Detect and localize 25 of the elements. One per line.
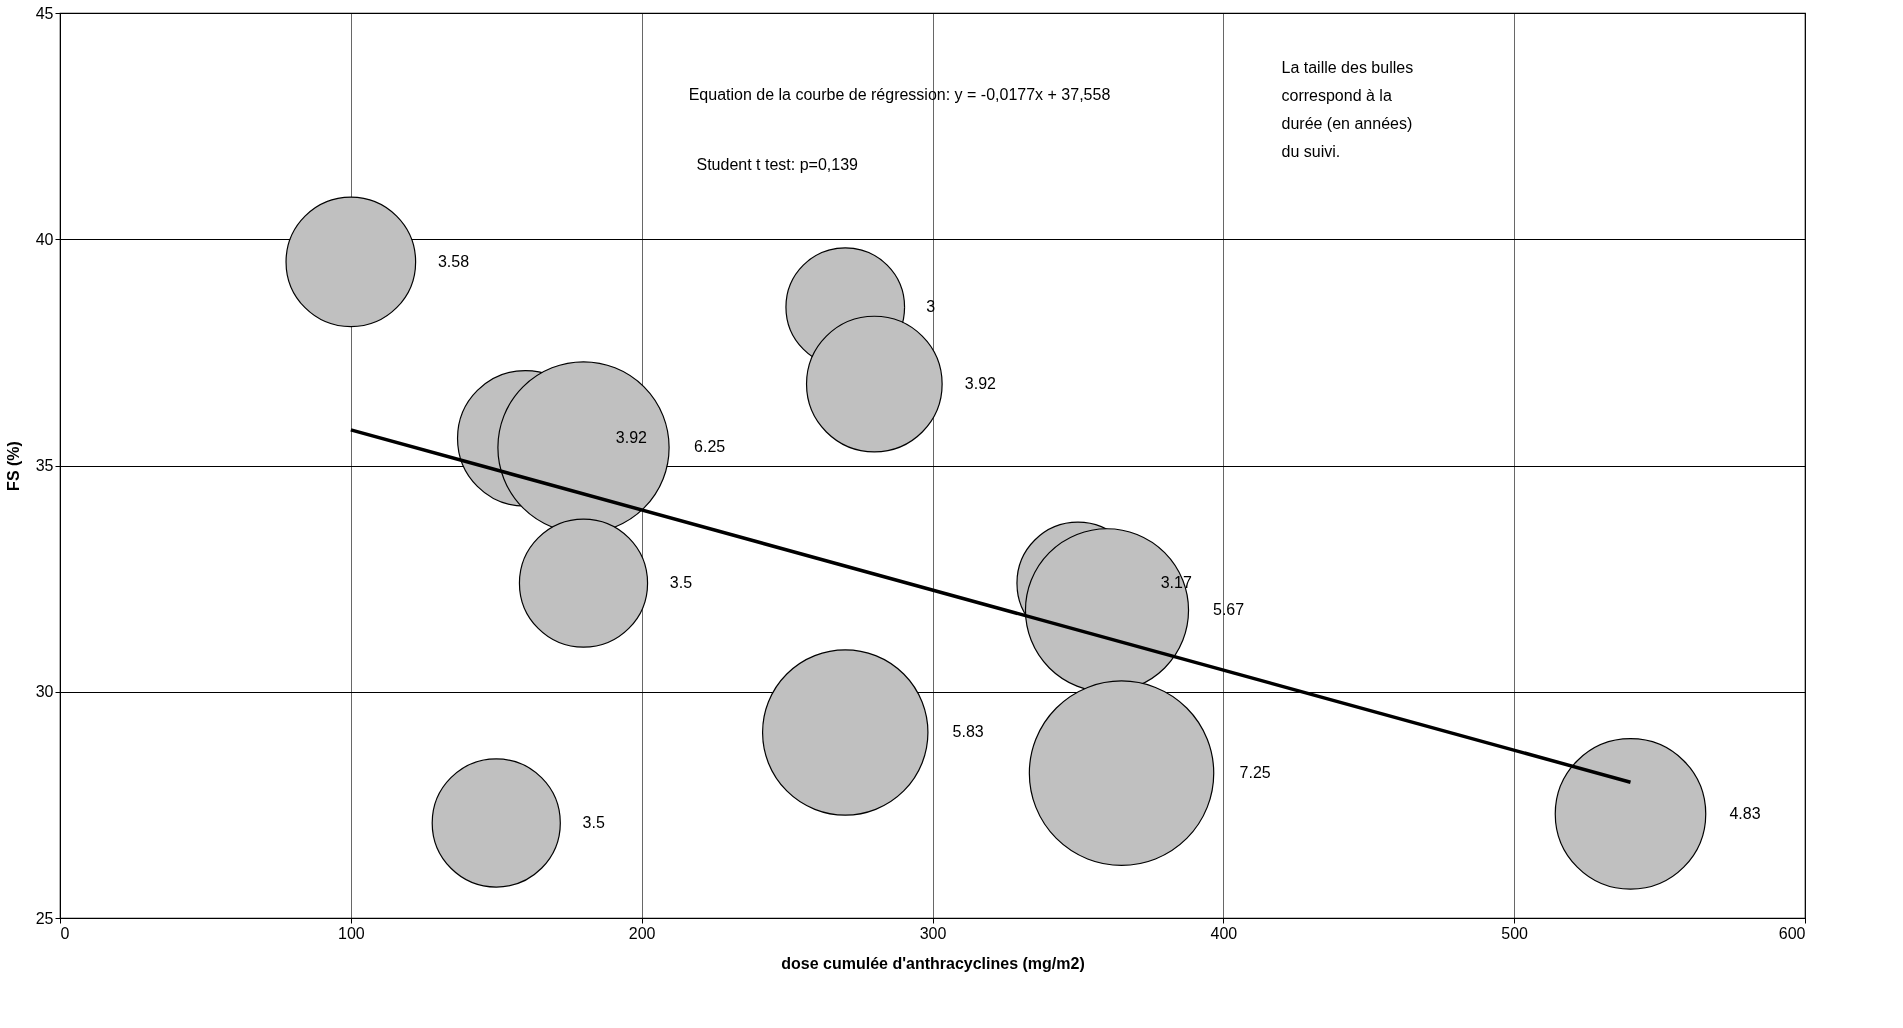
data-label: 4.83: [1729, 804, 1761, 822]
y-tick-label: 25: [35, 909, 54, 927]
x-tick-label: 100: [337, 924, 365, 942]
data-label: 3.58: [437, 252, 470, 270]
y-tick-label: 40: [35, 230, 54, 248]
y-tick-label: 30: [35, 683, 54, 701]
x-tick-label: 200: [628, 924, 656, 942]
x-tick-label: 300: [919, 924, 947, 942]
y-tick-label: 45: [35, 4, 54, 22]
x-tick-label: 400: [1210, 924, 1238, 942]
annotation: Student t test: p=0,139: [696, 156, 859, 173]
data-label: 3.92: [964, 375, 997, 393]
y-axis-title: FS (%): [4, 441, 22, 491]
x-axis-title: dose cumulée d'anthracyclines (mg/m2): [781, 954, 1085, 972]
data-label: 7.25: [1239, 764, 1271, 782]
data-label: 6.25: [694, 438, 726, 456]
data-label: 3.92: [615, 429, 648, 447]
x-tick-label: 600: [1778, 924, 1806, 942]
x-tick-label: 0: [60, 924, 70, 942]
annotation: La taille des bulles correspond à la durée (en années) du suivi.: [1281, 59, 1414, 160]
y-tick-label: 35: [35, 457, 54, 474]
x-tick-label: 500: [1501, 924, 1529, 942]
data-label: 3.5: [582, 813, 605, 831]
data-label: 3.5: [669, 574, 693, 592]
data-label: 5.83: [952, 723, 984, 741]
